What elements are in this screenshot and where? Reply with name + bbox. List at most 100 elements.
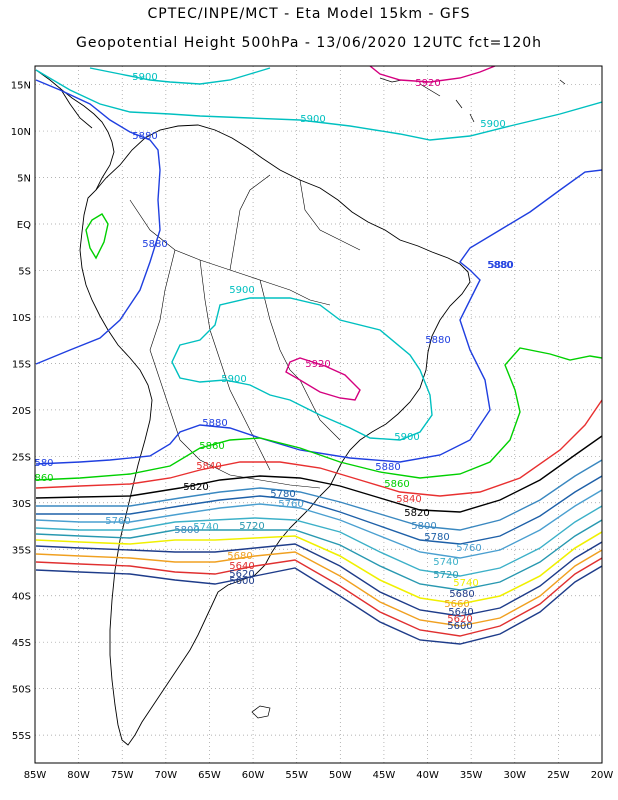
contour-label: 5760 xyxy=(105,516,130,527)
lat-label: 15S xyxy=(12,359,31,370)
contour-label: 5780 xyxy=(424,532,449,543)
contour-label: 5880 xyxy=(202,418,227,429)
contour-5900-top xyxy=(89,67,271,85)
contour-5880-east xyxy=(35,169,602,465)
country-borders xyxy=(129,174,361,489)
contour-label: 5900 xyxy=(480,119,505,130)
contour-label: 5640 xyxy=(229,561,254,572)
contour-label: 5880 xyxy=(142,239,167,250)
lon-label: 60W xyxy=(242,770,265,781)
islands-caribbean xyxy=(379,77,566,123)
lon-label: 40W xyxy=(416,770,439,781)
contour-label: 5880 xyxy=(488,260,513,271)
contour-label: 5900 xyxy=(300,114,325,125)
contour-5900-inner xyxy=(171,297,433,441)
contour-label: 5780 xyxy=(270,489,295,500)
contour-label: 5900 xyxy=(229,285,254,296)
longitude-labels: 85W 80W 75W 70W 65W 60W 55W 50W 45W 40W 35W 30W 25W 2… xyxy=(24,770,614,781)
lon-label: 65W xyxy=(198,770,221,781)
contour-label: 5880 xyxy=(425,335,450,346)
contour-label: 5680 xyxy=(227,551,252,562)
contour-label: 5600 xyxy=(447,621,472,632)
lat-label: 35S xyxy=(12,545,31,556)
lat-label: 5N xyxy=(17,174,31,185)
contour-5880-west xyxy=(35,79,161,365)
contour-5700 xyxy=(35,531,602,605)
contour-label: 5900 xyxy=(394,432,419,443)
map-frame xyxy=(34,65,603,764)
contour-label: 580 xyxy=(34,458,53,469)
contour-5820 xyxy=(35,435,602,513)
contour-label: 5820 xyxy=(404,508,429,519)
contour-5920-north xyxy=(369,66,496,83)
contour-label: 5880 xyxy=(132,131,157,142)
contour-label: 5760 xyxy=(456,543,481,554)
contour-5840 xyxy=(35,399,602,497)
latitude-labels: 15N 10N 5N EQ 5S 10S 15S 20S 25S 30S 35S 40S 45S 50S 5… xyxy=(11,81,31,743)
contour-label: 5720 xyxy=(433,570,458,581)
contour-5900-north xyxy=(35,69,602,141)
lat-label: 45S xyxy=(12,638,31,649)
lon-label: 70W xyxy=(155,770,178,781)
contour-5860-equator xyxy=(85,213,109,260)
lat-label: 55S xyxy=(12,731,31,742)
contour-label: 5820 xyxy=(183,482,208,493)
contour-label: 5900 xyxy=(132,72,157,83)
lat-label: 50S xyxy=(12,685,31,696)
contour-label: 5740 xyxy=(193,522,218,533)
lon-label: 85W xyxy=(24,770,47,781)
lat-label: 10S xyxy=(12,313,31,324)
lon-label: 20W xyxy=(591,770,614,781)
contour-label: 5740 xyxy=(453,578,478,589)
contour-label: 5720 xyxy=(239,521,264,532)
contour-label: 5860 xyxy=(384,479,409,490)
south-america-coastline xyxy=(79,124,471,746)
contour-label: 5660 xyxy=(444,599,469,610)
contour-label: 5900 xyxy=(221,374,246,385)
lon-label: 50W xyxy=(329,770,352,781)
contour-label: 5760 xyxy=(278,499,303,510)
contour-label: 5620 xyxy=(229,569,254,580)
contour-5740 xyxy=(35,505,602,577)
lat-label: 15N xyxy=(11,81,31,92)
map-subtitle: Geopotential Height 500hPa - 13/06/2020 … xyxy=(75,35,543,51)
lat-label: EQ xyxy=(17,220,31,231)
lon-label: 35W xyxy=(460,770,483,781)
contour-label: 5920 xyxy=(415,78,440,89)
contour-label: 5800 xyxy=(174,525,199,536)
contour-label: 5880 xyxy=(487,260,512,271)
contour-label: 5880 xyxy=(375,462,400,473)
contour-5800 xyxy=(36,459,602,531)
contour-label: 5840 xyxy=(196,461,221,472)
lat-label: 25S xyxy=(12,452,31,463)
contour-5680 xyxy=(35,541,602,617)
lat-label: 40S xyxy=(12,592,31,603)
central-america-coastline xyxy=(35,69,115,191)
lon-label: 25W xyxy=(547,770,570,781)
contour-5620 xyxy=(35,565,602,645)
lat-label: 10N xyxy=(11,127,31,138)
contour-label: 5840 xyxy=(396,494,421,505)
lon-label: 75W xyxy=(111,770,134,781)
contour-5660 xyxy=(35,549,602,627)
contour-label: 5800 xyxy=(411,521,436,532)
lon-label: 55W xyxy=(285,770,308,781)
lon-label: 80W xyxy=(67,770,90,781)
contour-5860 xyxy=(35,347,602,481)
contour-label: 5740 xyxy=(433,557,458,568)
lon-label: 45W xyxy=(373,770,396,781)
contour-5780 xyxy=(36,475,602,545)
map-title: CPTEC/INPE/MCT - Eta Model 15km - GFS xyxy=(147,6,471,22)
contour-label: 5620 xyxy=(447,614,472,625)
contour-5920-inner xyxy=(285,357,361,401)
lon-label: 30W xyxy=(503,770,526,781)
contour-label: 5640 xyxy=(448,607,473,618)
falkland-islands xyxy=(251,705,271,719)
lat-label: 5S xyxy=(18,266,31,277)
contour-label: 860 xyxy=(34,473,53,484)
lat-label: 20S xyxy=(12,406,31,417)
contour-5720 xyxy=(35,519,602,591)
lat-label: 30S xyxy=(12,499,31,510)
contour-label: 5920 xyxy=(305,359,330,370)
